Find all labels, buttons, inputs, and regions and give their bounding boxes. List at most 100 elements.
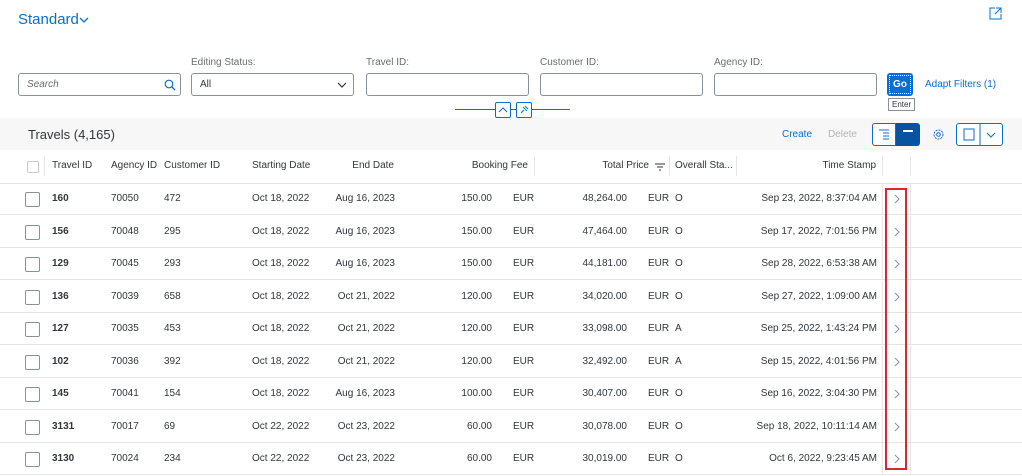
table-cell: Oct 6, 2022, 9:23:45 AM bbox=[769, 453, 877, 464]
table-cell: Oct 21, 2022 bbox=[337, 355, 395, 367]
column-header[interactable]: End Date bbox=[352, 160, 394, 171]
column-header[interactable]: Booking Fee bbox=[471, 160, 528, 171]
agency-id-input[interactable] bbox=[714, 73, 877, 96]
table-row[interactable]: 3130 70024 234 Oct 22, 2022 Oct 23, 2022 60.0… bbox=[0, 443, 1022, 475]
table-cell: 145 bbox=[52, 388, 69, 399]
table-cell: 154 bbox=[164, 388, 181, 399]
row-checkbox[interactable] bbox=[25, 419, 40, 435]
table-cell: 120.00 bbox=[461, 323, 492, 334]
table-cell: EUR bbox=[648, 420, 670, 432]
export-menu[interactable] bbox=[956, 123, 1003, 146]
table-cell: Oct 18, 2022 bbox=[252, 388, 310, 399]
table-cell: 150.00 bbox=[461, 225, 492, 237]
table-cell: 70050 bbox=[111, 193, 139, 204]
column-header[interactable]: Travel ID bbox=[52, 160, 93, 171]
table-cell: EUR bbox=[513, 258, 535, 269]
table-row[interactable]: 127 70035 453 Oct 18, 2022 Oct 21, 2022 120.0… bbox=[0, 313, 1022, 345]
table-cell: EUR bbox=[648, 323, 670, 334]
row-checkbox[interactable] bbox=[25, 322, 40, 337]
table-cell: 129 bbox=[52, 258, 69, 269]
column-separator bbox=[910, 156, 911, 176]
share-icon[interactable] bbox=[989, 7, 1002, 20]
column-header[interactable]: Time Stamp bbox=[822, 160, 876, 171]
table-cell: 156 bbox=[52, 225, 69, 237]
go-button[interactable]: Go bbox=[887, 73, 913, 96]
row-navigation[interactable] bbox=[893, 454, 901, 464]
table-cell: EUR bbox=[513, 355, 535, 367]
table-cell: EUR bbox=[513, 193, 535, 204]
row-navigation[interactable] bbox=[893, 259, 901, 269]
table-cell: A bbox=[675, 323, 682, 334]
table-cell: Oct 18, 2022 bbox=[252, 258, 310, 269]
customer-id-input[interactable] bbox=[540, 73, 703, 96]
row-navigation[interactable] bbox=[893, 194, 901, 204]
table-cell: Sep 16, 2022, 3:04:30 PM bbox=[760, 388, 877, 399]
table-row[interactable]: 160 70050 472 Oct 18, 2022 Aug 16, 2023 150.0… bbox=[0, 183, 1022, 215]
row-navigation[interactable] bbox=[893, 357, 901, 367]
table-cell: 32,492.00 bbox=[582, 355, 628, 367]
travel-id-input[interactable] bbox=[366, 73, 529, 96]
create-button[interactable]: Create bbox=[782, 129, 813, 140]
row-checkbox[interactable] bbox=[25, 452, 40, 467]
filter-label: Editing Status: bbox=[191, 57, 256, 68]
select-all-checkbox bbox=[27, 161, 39, 173]
row-separator bbox=[910, 215, 911, 248]
table-cell: 100.00 bbox=[461, 388, 492, 399]
column-header[interactable]: Total Price bbox=[602, 160, 649, 171]
row-navigation[interactable] bbox=[893, 324, 901, 334]
pin-button[interactable] bbox=[516, 102, 532, 118]
search-input[interactable]: Search bbox=[18, 73, 181, 96]
column-header[interactable]: Overall Sta... bbox=[675, 160, 733, 171]
view-toggle[interactable] bbox=[872, 123, 896, 146]
table-row[interactable]: 145 70041 154 Oct 18, 2022 Aug 16, 2023 100.0… bbox=[0, 378, 1022, 410]
table-row[interactable]: 156 70048 295 Oct 18, 2022 Aug 16, 2023 150.0… bbox=[0, 215, 1022, 248]
collapse-button[interactable] bbox=[495, 102, 511, 118]
variant-chevron[interactable] bbox=[79, 16, 89, 24]
table-row[interactable]: 129 70045 293 Oct 18, 2022 Aug 16, 2023 150.0… bbox=[0, 248, 1022, 280]
row-checkbox[interactable] bbox=[25, 387, 40, 402]
row-checkbox[interactable] bbox=[25, 354, 40, 370]
table-row[interactable]: 102 70036 392 Oct 18, 2022 Oct 21, 2022 120.0… bbox=[0, 345, 1022, 378]
row-navigation[interactable] bbox=[893, 227, 901, 237]
variant-title[interactable]: Standard bbox=[18, 11, 79, 28]
table-cell: EUR bbox=[648, 225, 670, 237]
table-cell: 70039 bbox=[111, 290, 139, 302]
table-cell: EUR bbox=[513, 225, 535, 237]
table-cell: 33,098.00 bbox=[582, 323, 628, 334]
table-header: Travel ID Agency ID Customer ID Starting Da… bbox=[0, 150, 1022, 184]
filter-label: Travel ID: bbox=[366, 57, 409, 68]
table-title: Travels (4,165) bbox=[28, 127, 115, 142]
sort-icon bbox=[655, 163, 665, 171]
table-cell: 30,078.00 bbox=[582, 420, 628, 432]
row-checkbox[interactable] bbox=[25, 224, 40, 240]
table-cell: O bbox=[675, 453, 683, 464]
table-cell: 120.00 bbox=[461, 355, 492, 367]
table-cell: Aug 16, 2023 bbox=[335, 388, 396, 399]
table-cell: EUR bbox=[648, 258, 670, 269]
row-navigation[interactable] bbox=[893, 422, 901, 432]
table-cell: Aug 16, 2023 bbox=[335, 225, 396, 237]
view-toggle-active[interactable] bbox=[896, 123, 920, 146]
table-cell: 453 bbox=[164, 323, 181, 334]
column-header[interactable]: Agency ID bbox=[111, 160, 158, 171]
table-row[interactable]: 136 70039 658 Oct 18, 2022 Oct 21, 2022 120.0… bbox=[0, 280, 1022, 313]
table-cell: O bbox=[675, 193, 683, 204]
row-navigation[interactable] bbox=[893, 292, 901, 302]
table-cell: 150.00 bbox=[461, 258, 492, 269]
select-arrow[interactable] bbox=[337, 81, 347, 89]
search-icon[interactable] bbox=[164, 79, 176, 91]
adapt-filters-link[interactable]: Adapt Filters (1) bbox=[925, 79, 997, 90]
row-checkbox[interactable] bbox=[25, 192, 40, 207]
column-header[interactable]: Starting Date bbox=[252, 160, 311, 171]
settings-icon[interactable] bbox=[932, 128, 945, 141]
table-cell: 127 bbox=[52, 323, 69, 334]
row-checkbox[interactable] bbox=[25, 257, 40, 272]
row-checkbox[interactable] bbox=[25, 289, 40, 305]
table-cell: 150.00 bbox=[461, 193, 492, 204]
table-row[interactable]: 3131 70017 69 Oct 22, 2022 Oct 23, 2022 60.00… bbox=[0, 410, 1022, 443]
editing-status-select[interactable]: All bbox=[191, 73, 354, 96]
table-cell: Oct 21, 2022 bbox=[337, 290, 395, 302]
row-navigation[interactable] bbox=[893, 389, 901, 399]
column-header[interactable]: Customer ID bbox=[164, 160, 221, 171]
